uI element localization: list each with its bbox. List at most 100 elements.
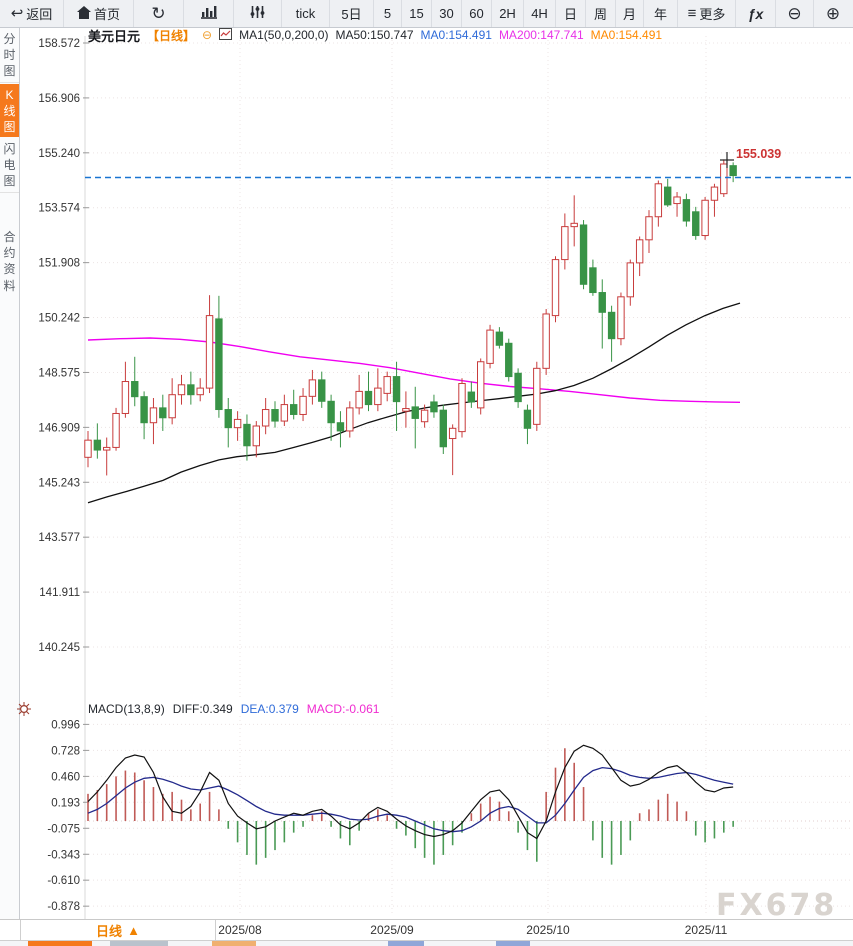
period-30m-button[interactable]: 30 — [432, 0, 462, 27]
price-axis-label: 145.243 — [38, 477, 80, 489]
diff-line — [87, 744, 734, 840]
equalizer-view-button[interactable] — [234, 0, 282, 27]
period-5d-button[interactable]: 5日 — [330, 0, 374, 27]
clipped-active-tab[interactable] — [28, 941, 92, 946]
candle — [551, 259, 560, 317]
period-label: 年 — [653, 7, 667, 22]
candle — [364, 390, 373, 406]
period-up-arrow-icon: ▲ — [127, 922, 140, 938]
clipped-tab[interactable] — [388, 941, 424, 946]
macd-dea-value: DEA:0.379 — [240, 702, 299, 716]
period-label: 日 — [563, 7, 577, 22]
ma0-value-orange: MA0:154.491 — [590, 28, 663, 42]
period-tick-button[interactable]: tick — [282, 0, 330, 27]
fx678-watermark: FX678 — [716, 888, 838, 923]
zoom-out-button[interactable]: ⊖ — [776, 0, 814, 27]
more-button[interactable]: ≡ 更多 — [678, 0, 736, 27]
back-arrow-icon: ↩ — [10, 5, 24, 22]
price-axis-label: 150.242 — [38, 313, 80, 325]
clipped-tab-bar — [0, 940, 853, 946]
period-label: 30 — [439, 6, 454, 21]
clipped-tab[interactable] — [496, 941, 530, 946]
menu-icon: ≡ — [687, 5, 697, 22]
collapse-indicator-icon[interactable]: ⊖ — [202, 28, 213, 42]
period-day-button[interactable]: 日 — [556, 0, 586, 27]
candle — [121, 381, 130, 414]
candle — [252, 425, 261, 447]
sidebar-item-lightning[interactable]: 闪电图 — [0, 138, 19, 193]
period-5m-button[interactable]: 5 — [374, 0, 402, 27]
candle — [159, 407, 167, 419]
home-label: 首页 — [93, 7, 120, 22]
period-label: 5 — [383, 6, 392, 21]
period-15m-button[interactable]: 15 — [402, 0, 432, 27]
period-4h-button[interactable]: 4H — [524, 0, 556, 27]
candle — [280, 404, 289, 422]
dea-line — [87, 766, 734, 833]
candle — [243, 423, 251, 447]
indicators-fx-button[interactable]: ƒx — [736, 0, 776, 27]
x-axis-labels: 2025/08 2025/09 2025/10 2025/11 — [0, 920, 853, 940]
candle — [654, 183, 663, 218]
candle — [346, 407, 354, 432]
candle — [682, 199, 691, 222]
macd-axis-label: -0.878 — [47, 901, 80, 913]
period-label: 60 — [469, 6, 484, 21]
candle — [533, 367, 541, 425]
indicator-params: MA1(50,0,200,0) — [239, 28, 329, 42]
candle — [168, 394, 176, 419]
period-label: 15 — [409, 6, 424, 21]
period-label: 月 — [622, 7, 636, 22]
back-button[interactable]: ↩ 返回 — [0, 0, 64, 27]
period-week-button[interactable]: 周 — [586, 0, 616, 27]
ma200-line — [87, 337, 741, 403]
candle — [205, 315, 214, 389]
price-axis-label: 153.574 — [38, 203, 80, 215]
candle — [84, 439, 92, 458]
ma50-value: MA50:150.747 — [335, 28, 414, 42]
period-month-button[interactable]: 月 — [616, 0, 644, 27]
indicator-chart-icon[interactable] — [219, 27, 233, 43]
candle — [589, 267, 597, 294]
macd-axis-label: 0.193 — [51, 797, 80, 809]
sidebar-item-timeshare[interactable]: 分时图 — [0, 28, 19, 83]
candle — [383, 376, 391, 394]
home-button[interactable]: 首页 — [64, 0, 134, 27]
candle — [598, 292, 606, 313]
chart-type-sidebar: 分时图 K线图 闪电图 合约资料 — [0, 28, 20, 920]
refresh-button[interactable]: ↻ — [134, 0, 184, 27]
sidebar-item-candlestick[interactable]: K线图 — [0, 84, 19, 137]
candle — [617, 296, 625, 340]
clipped-tab[interactable] — [212, 941, 256, 946]
bar-chart-view-button[interactable] — [184, 0, 234, 27]
candle — [261, 409, 270, 427]
sidebar-item-contract-info[interactable]: 合约资料 — [3, 230, 16, 293]
current-period-selector[interactable]: 日线 ▲ — [20, 920, 216, 940]
high-price-label: 155.039 — [736, 147, 781, 161]
period-2h-button[interactable]: 2H — [492, 0, 524, 27]
period-year-button[interactable]: 年 — [644, 0, 678, 27]
candle — [664, 186, 672, 206]
price-axis-label: 143.577 — [38, 532, 80, 544]
candle — [729, 165, 737, 177]
candle — [505, 342, 513, 378]
clipped-tab[interactable] — [110, 941, 168, 946]
candle — [411, 406, 419, 419]
candle — [140, 396, 148, 424]
macd-settings-icon[interactable] — [17, 702, 31, 721]
candle — [103, 446, 111, 451]
more-label: 更多 — [699, 7, 726, 22]
candle — [486, 329, 494, 364]
macd-axis-label: -0.343 — [47, 849, 80, 861]
candle — [448, 427, 457, 440]
macd-axis-label: 0.996 — [51, 719, 80, 731]
candle — [374, 387, 382, 406]
macd-title: MACD(13,8,9) — [88, 702, 165, 716]
candle — [196, 387, 204, 396]
candle — [112, 412, 120, 448]
zoom-in-button[interactable]: ⊕ — [814, 0, 852, 27]
price-axis-label: 140.245 — [38, 642, 80, 654]
period-60m-button[interactable]: 60 — [462, 0, 492, 27]
candle — [93, 439, 102, 451]
